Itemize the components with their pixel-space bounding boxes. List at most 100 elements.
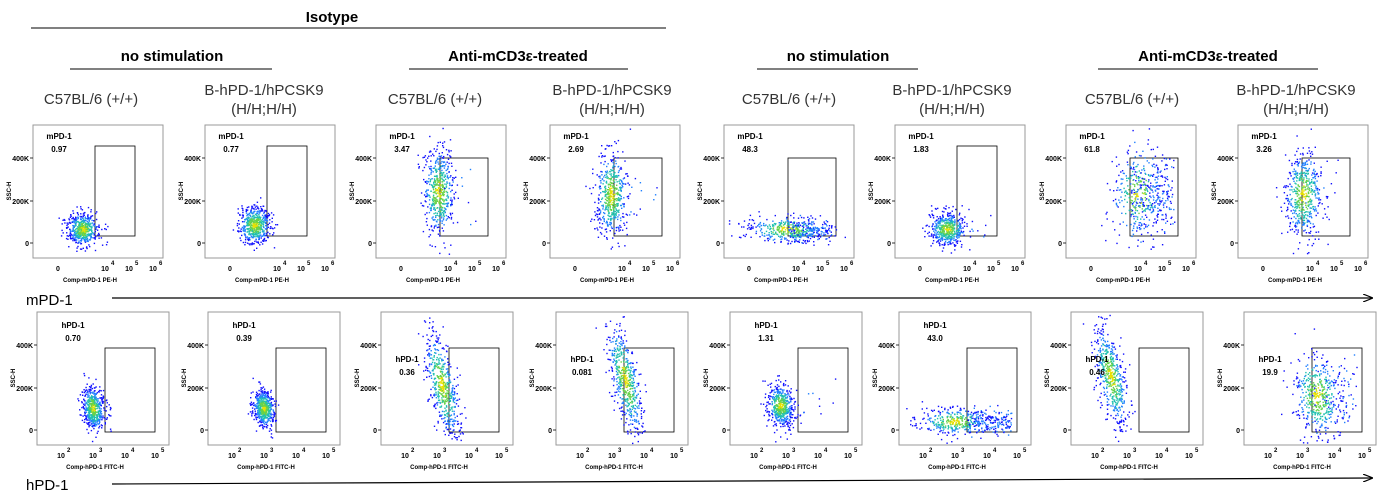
row-label-mpd1: mPD-1 <box>26 292 73 309</box>
strain-label: B-hPD-1/hPCSK9 <box>1236 82 1355 99</box>
x-tick-exponent: 4 <box>802 261 806 267</box>
x-tick-label: 10 <box>951 453 959 460</box>
x-tick-label: 10 <box>401 453 409 460</box>
y-tick-label: 200K <box>535 386 552 393</box>
x-tick-exponent: 2 <box>760 448 764 454</box>
group-header: Anti-mCD3ε-treated <box>1138 48 1278 65</box>
x-tick-label: 10 <box>1158 266 1166 273</box>
event-dots <box>922 205 992 254</box>
gate-label: mPD-1 <box>908 132 934 141</box>
gate-percent: 3.26 <box>1256 145 1272 154</box>
y-tick-label: 400K <box>355 156 372 163</box>
x-tick-exponent: 5 <box>854 448 858 454</box>
x-tick-exponent: 4 <box>454 261 458 267</box>
strain-label: B-hPD-1/hPCSK9 <box>204 82 323 99</box>
x-tick-label: 10 <box>1354 266 1362 273</box>
x-tick-label: 10 <box>608 453 616 460</box>
x-axis-label: Comp-mPD-1 PE-H <box>63 278 117 284</box>
gate-label: mPD-1 <box>1251 132 1277 141</box>
x-tick-label: 10 <box>666 266 674 273</box>
y-axis-label: SSC-H <box>350 182 356 201</box>
y-axis-label: SSC-H <box>869 182 875 201</box>
x-axis-label: Comp-hPD-1 FITC-H <box>1100 465 1158 471</box>
x-tick-label: 10 <box>1328 453 1336 460</box>
gate-rectangle <box>448 347 500 433</box>
gate-percent: 0.39 <box>236 334 252 343</box>
x-tick-exponent: 6 <box>502 261 506 267</box>
x-tick-exponent: 5 <box>1168 261 1172 267</box>
strain-label: C57BL/6 (+/+) <box>742 91 836 108</box>
x-tick-exponent: 5 <box>1195 448 1199 454</box>
y-tick-label: 200K <box>709 386 726 393</box>
gate-percent: 1.31 <box>758 334 774 343</box>
x-tick-exponent: 5 <box>307 261 311 267</box>
x-tick-exponent: 2 <box>586 448 590 454</box>
y-tick-label: 200K <box>355 199 372 206</box>
y-tick-label: 200K <box>1217 199 1234 206</box>
x-tick-label: 10 <box>260 453 268 460</box>
x-tick-exponent: 2 <box>1101 448 1105 454</box>
x-tick-label: 10 <box>983 453 991 460</box>
event-dots <box>1101 128 1176 250</box>
x-tick-label: 10 <box>670 453 678 460</box>
y-tick-label: 400K <box>187 343 204 350</box>
y-tick-label: 200K <box>874 199 891 206</box>
x-tick-label: 10 <box>468 266 476 273</box>
y-tick-label: 0 <box>200 428 204 435</box>
y-axis-label: SSC-H <box>1218 369 1224 388</box>
x-tick-exponent: 3 <box>1306 448 1310 454</box>
group-header: no stimulation <box>121 48 224 65</box>
x-tick-exponent: 2 <box>929 448 933 454</box>
x-tick-exponent: 5 <box>505 448 509 454</box>
x-tick-label: 10 <box>840 266 848 273</box>
y-tick-label: 200K <box>16 386 33 393</box>
y-axis-label: SSC-H <box>530 369 536 388</box>
event-dots <box>1082 314 1136 443</box>
y-axis-label: SSC-H <box>524 182 530 201</box>
y-tick-label: 0 <box>25 241 29 248</box>
x-tick-label: 10 <box>492 266 500 273</box>
y-tick-label: 200K <box>12 199 29 206</box>
y-tick-label: 400K <box>1223 343 1240 350</box>
x-tick-exponent: 6 <box>1021 261 1025 267</box>
x-axis-label: Comp-hPD-1 FITC-H <box>237 465 295 471</box>
gate-label: hPD-1 <box>570 355 594 364</box>
gate-label: mPD-1 <box>737 132 763 141</box>
y-tick-label: 400K <box>878 343 895 350</box>
x-tick-exponent: 3 <box>443 448 447 454</box>
plot-frame <box>36 311 170 446</box>
y-tick-label: 0 <box>548 428 552 435</box>
event-dots <box>906 401 1013 444</box>
x-tick-label: 10 <box>792 266 800 273</box>
y-tick-label: 0 <box>722 428 726 435</box>
x-tick-label: 0 <box>399 266 403 273</box>
isotype-header: Isotype <box>306 9 359 26</box>
x-axis-label: Comp-mPD-1 PE-H <box>754 278 808 284</box>
gate-label: mPD-1 <box>218 132 244 141</box>
y-tick-label: 0 <box>368 241 372 248</box>
x-tick-exponent: 4 <box>650 448 654 454</box>
x-tick-label: 10 <box>642 266 650 273</box>
x-tick-exponent: 2 <box>411 448 415 454</box>
y-tick-label: 200K <box>878 386 895 393</box>
y-tick-label: 0 <box>1230 241 1234 248</box>
x-tick-label: 10 <box>782 453 790 460</box>
y-tick-label: 400K <box>184 156 201 163</box>
x-tick-label: 10 <box>1358 453 1366 460</box>
strain-label: (H/H;H/H) <box>1263 101 1329 118</box>
x-tick-label: 10 <box>89 453 97 460</box>
x-tick-label: 10 <box>273 266 281 273</box>
x-tick-label: 10 <box>750 453 758 460</box>
y-tick-label: 400K <box>1050 343 1067 350</box>
event-dots <box>1275 128 1339 255</box>
x-axis-label: Comp-mPD-1 PE-H <box>406 278 460 284</box>
x-tick-exponent: 6 <box>850 261 854 267</box>
x-tick-label: 0 <box>1089 266 1093 273</box>
y-tick-label: 400K <box>16 343 33 350</box>
y-axis-label: SSC-H <box>698 182 704 201</box>
